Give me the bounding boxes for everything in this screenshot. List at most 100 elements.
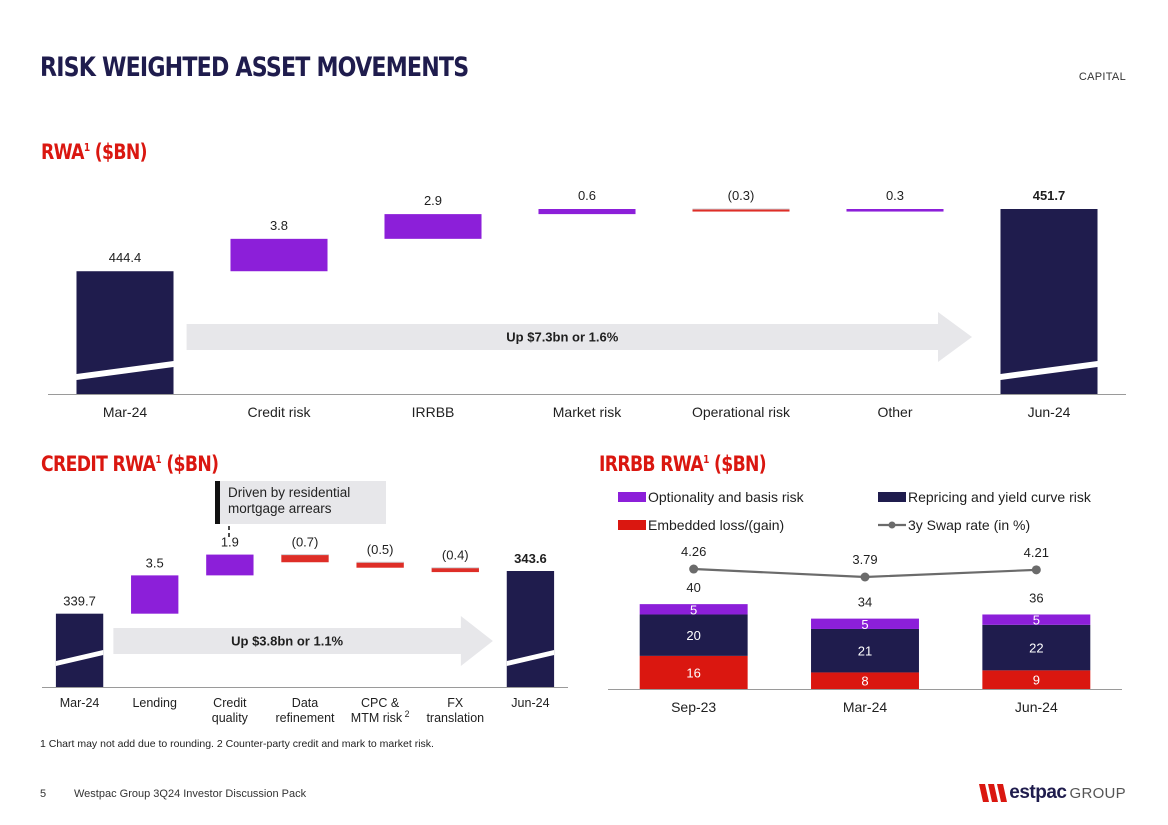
value-label-jun-24: 451.7 [1033, 188, 1066, 203]
bar-jun-24 [1000, 209, 1098, 394]
category-label-data-refinement: refinement [275, 711, 335, 725]
brand-word: estpac [1009, 782, 1067, 803]
category-label-irrbb: IRRBB [412, 404, 455, 420]
growth-annotation: Up $3.8bn or 1.1% [231, 634, 343, 649]
value-label-irrbb: 2.9 [424, 193, 442, 208]
segment-embedded-loss-gain-sep-23 [639, 655, 748, 689]
footer-text: Westpac Group 3Q24 Investor Discussion P… [74, 788, 307, 800]
page-number: 5 [40, 788, 47, 800]
footnote: 1 Chart may not add due to rounding. 2 C… [40, 738, 434, 750]
category-label-jun-24: Jun-24 [1015, 699, 1058, 715]
bar-lending [131, 575, 179, 614]
bar-market-risk [538, 209, 636, 215]
segment-label-repricing-and-yield-curve-risk-mar-24: 21 [858, 644, 872, 659]
axis-break-mar-24 [55, 650, 104, 666]
growth-arrow [113, 616, 493, 666]
growth-annotation: Up $7.3bn or 1.6% [506, 330, 618, 345]
value-label-market-risk: 0.6 [578, 188, 596, 203]
footer: 5 Westpac Group 3Q24 Investor Discussion … [40, 788, 306, 800]
value-label-lending: 3.5 [146, 555, 164, 570]
bar-irrbb [384, 214, 482, 239]
axis-break-mar-24 [76, 361, 174, 380]
segment-label-optionality-and-basis-risk-sep-23: 5 [690, 602, 697, 617]
category-label-mar-24: Mar-24 [103, 404, 148, 420]
category-label-cpc-mtm-risk: MTM risk 2 [351, 709, 410, 725]
swap-rate-point-mar-24 [860, 572, 870, 582]
category-label-mar-24: Mar-24 [60, 696, 100, 710]
swap-rate-label-mar-24: 3.79 [852, 552, 877, 567]
segment-label-embedded-loss-gain-sep-23: 16 [686, 665, 700, 680]
legend-label-repricing-and-yield-curve-risk: Repricing and yield curve risk [908, 489, 1092, 505]
value-label-mar-24: 444.4 [109, 250, 142, 265]
category-label-market-risk: Market risk [553, 404, 622, 420]
bar-mar-24 [55, 613, 104, 687]
credit-rwa-chart-title: CREDIT RWA1 ($BN) [41, 452, 219, 476]
section-tag: CAPITAL [1078, 71, 1126, 83]
category-label-jun-24: Jun-24 [1028, 404, 1071, 420]
category-label-cpc-mtm-risk: CPC & [361, 696, 400, 710]
bar-other [846, 209, 944, 212]
legend-label-3y-swap-rate-in: 3y Swap rate (in %) [908, 517, 1030, 533]
legend-label-optionality-and-basis-risk: Optionality and basis risk [648, 489, 805, 505]
value-label-data-refinement: (0.7) [292, 535, 319, 550]
value-label-credit-risk: 3.8 [270, 218, 288, 233]
segment-optionality-and-basis-risk-sep-23 [639, 604, 748, 615]
bar-jun-24 [506, 571, 555, 687]
swap-rate-point-sep-23 [689, 564, 699, 574]
legend-label-embedded-loss-gain: Embedded loss/(gain) [648, 517, 784, 533]
segment-optionality-and-basis-risk-mar-24 [811, 618, 919, 629]
category-label-other: Other [877, 404, 912, 420]
value-label-operational-risk: (0.3) [728, 188, 755, 203]
axis-break-jun-24 [506, 650, 555, 666]
category-label-fx-translation: translation [426, 711, 484, 725]
segment-repricing-and-yield-curve-risk-sep-23 [639, 614, 748, 656]
category-label-credit-quality: quality [212, 711, 249, 725]
value-label-other: 0.3 [886, 188, 904, 203]
segment-repricing-and-yield-curve-risk-jun-24 [982, 624, 1091, 671]
bar-credit-quality [206, 554, 254, 576]
westpac-logo: estpac GROUP [979, 782, 1126, 804]
swap-rate-point-jun-24 [1031, 565, 1041, 575]
bar-cpc-mtm-risk [356, 562, 404, 568]
value-label-credit-quality: 1.9 [221, 535, 239, 550]
lending-callout: Driven by residential mortgage arrears [215, 481, 386, 524]
category-label-jun-24: Jun-24 [511, 696, 549, 710]
bar-fx-translation [431, 567, 479, 573]
page-title: RISK WEIGHTED ASSET MOVEMENTS [40, 52, 469, 83]
segment-embedded-loss-gain-mar-24 [811, 672, 919, 689]
segment-optionality-and-basis-risk-jun-24 [982, 614, 1091, 625]
value-label-cpc-mtm-risk: (0.5) [367, 542, 394, 557]
irrbb-rwa-chart-title: IRRBB RWA1 ($BN) [599, 452, 767, 476]
total-label-sep-23: 40 [686, 580, 700, 595]
segment-repricing-and-yield-curve-risk-mar-24 [811, 628, 919, 673]
segment-embedded-loss-gain-jun-24 [982, 670, 1091, 689]
total-label-mar-24: 34 [858, 595, 872, 610]
value-label-jun-24: 343.6 [514, 551, 547, 566]
category-label-sep-23: Sep-23 [671, 699, 716, 715]
category-label-fx-translation: FX [447, 696, 464, 710]
category-label-credit-quality: Credit [213, 696, 247, 710]
category-label-operational-risk: Operational risk [692, 404, 791, 420]
segment-label-repricing-and-yield-curve-risk-sep-23: 20 [686, 628, 700, 643]
segment-label-repricing-and-yield-curve-risk-jun-24: 22 [1029, 641, 1043, 656]
westpac-w-icon [979, 784, 1008, 802]
segment-label-optionality-and-basis-risk-jun-24: 5 [1033, 613, 1040, 628]
category-label-mar-24: Mar-24 [843, 699, 888, 715]
legend-swatch-optionality-and-basis-risk [618, 492, 646, 502]
growth-arrow [186, 312, 973, 362]
total-label-jun-24: 36 [1029, 590, 1043, 605]
swap-rate-label-sep-23: 4.26 [681, 544, 706, 559]
value-label-mar-24: 339.7 [63, 594, 96, 609]
category-label-data-refinement: Data [292, 696, 318, 710]
rwa-chart-title: RWA1 ($BN) [41, 140, 147, 164]
legend-marker-3y-swap-rate-in [888, 521, 896, 529]
swap-rate-label-jun-24: 4.21 [1024, 545, 1049, 560]
category-label-credit-risk: Credit risk [247, 404, 311, 420]
legend-swatch-embedded-loss-gain [618, 520, 646, 530]
bar-data-refinement [281, 554, 329, 563]
segment-label-embedded-loss-gain-jun-24: 9 [1033, 673, 1040, 688]
segment-label-optionality-and-basis-risk-mar-24: 5 [861, 617, 868, 632]
segment-label-embedded-loss-gain-mar-24: 8 [861, 674, 868, 689]
bar-credit-risk [230, 238, 328, 272]
